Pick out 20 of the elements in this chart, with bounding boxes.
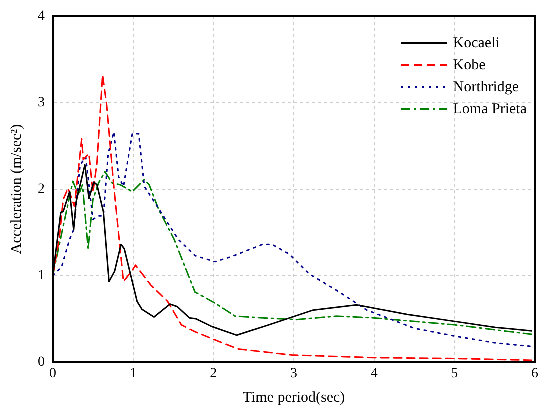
y-axis-title: Acceleration (m/sec²) [8,124,25,254]
legend-label: Kocaeli [453,35,500,52]
line-series [53,74,533,362]
x-tick-label: 0 [50,366,56,382]
line-series [53,131,533,348]
x-tick-label: 5 [451,366,458,382]
x-tick-label: 6 [532,366,538,382]
y-tick-label: 3 [38,96,45,111]
x-axis-title: Time period(sec) [242,390,346,406]
legend-label: Loma Prieta [453,101,528,118]
y-tick-label: 4 [38,9,45,24]
legend-label: Northridge [453,79,520,96]
y-tick-label: 1 [38,268,45,284]
y-tick-label: 0 [38,354,45,370]
x-tick-label: 1 [130,366,137,382]
x-tick-label: 3 [290,366,298,382]
y-tick-label: 2 [38,182,45,197]
x-tick-label: 4 [370,366,378,382]
legend-label: Kobe [453,57,486,74]
x-tick-label: 2 [210,366,218,382]
